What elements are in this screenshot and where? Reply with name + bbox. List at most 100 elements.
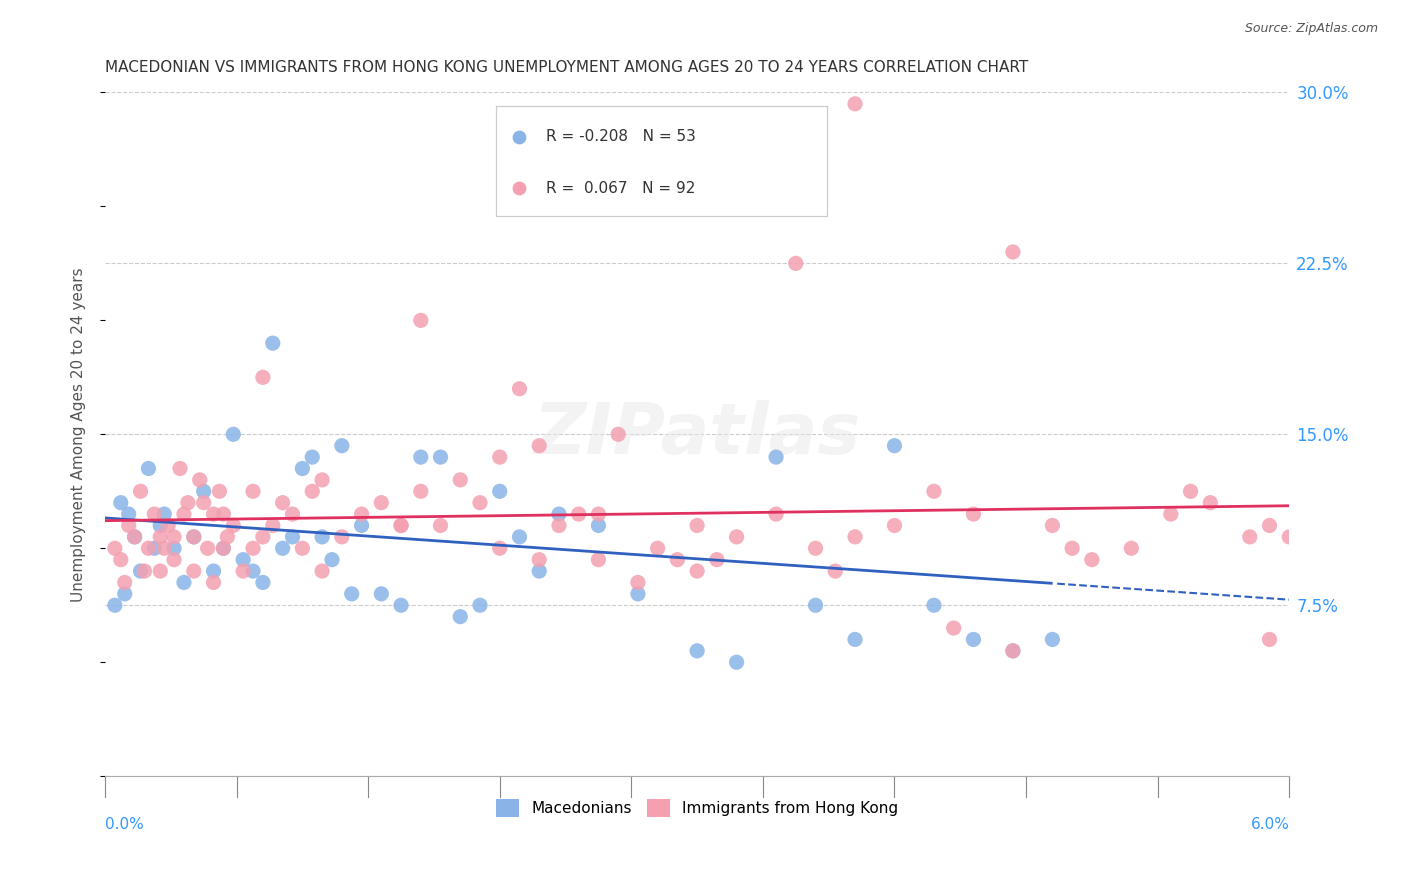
Point — [242, 564, 264, 578]
Point — [208, 484, 231, 499]
Point — [824, 564, 846, 578]
Point — [449, 609, 471, 624]
Point — [301, 450, 323, 464]
Point — [188, 473, 211, 487]
Point — [389, 518, 412, 533]
Point — [193, 484, 215, 499]
Point — [134, 564, 156, 578]
Point — [202, 575, 225, 590]
Point — [183, 564, 205, 578]
Point — [409, 313, 432, 327]
Text: 0.0%: 0.0% — [105, 817, 143, 832]
Point — [1001, 644, 1024, 658]
Point — [1081, 552, 1104, 566]
Point — [686, 644, 709, 658]
Point — [883, 439, 905, 453]
Point — [124, 530, 146, 544]
Point — [922, 599, 945, 613]
Text: 6.0%: 6.0% — [1250, 817, 1289, 832]
Point — [163, 541, 186, 556]
Point — [153, 541, 176, 556]
Point — [409, 484, 432, 499]
Point — [252, 530, 274, 544]
Point — [468, 496, 491, 510]
Point — [922, 484, 945, 499]
Point — [1278, 530, 1301, 544]
Point — [844, 632, 866, 647]
Point — [844, 530, 866, 544]
Point — [647, 199, 669, 213]
Point — [1042, 518, 1064, 533]
Point — [429, 518, 451, 533]
Point — [222, 427, 245, 442]
Text: MACEDONIAN VS IMMIGRANTS FROM HONG KONG UNEMPLOYMENT AMONG AGES 20 TO 24 YEARS C: MACEDONIAN VS IMMIGRANTS FROM HONG KONG … — [105, 60, 1028, 75]
Point — [163, 552, 186, 566]
Point — [962, 632, 984, 647]
Point — [508, 382, 530, 396]
Point — [1062, 541, 1084, 556]
Point — [962, 507, 984, 521]
Point — [114, 587, 136, 601]
Point — [785, 256, 807, 270]
Point — [183, 530, 205, 544]
Point — [725, 530, 748, 544]
Point — [429, 450, 451, 464]
Point — [607, 427, 630, 442]
Point — [222, 518, 245, 533]
Point — [193, 496, 215, 510]
Point — [370, 587, 392, 601]
Point — [252, 370, 274, 384]
Point — [1180, 484, 1202, 499]
Point — [262, 518, 284, 533]
Point — [588, 552, 610, 566]
Point — [330, 439, 353, 453]
Point — [627, 587, 650, 601]
Point — [765, 450, 787, 464]
Point — [389, 518, 412, 533]
Point — [529, 552, 551, 566]
Point — [252, 575, 274, 590]
Point — [725, 655, 748, 669]
Point — [449, 473, 471, 487]
Point — [281, 507, 304, 521]
Point — [370, 496, 392, 510]
Point — [548, 507, 571, 521]
Point — [844, 96, 866, 111]
Point — [242, 484, 264, 499]
Text: Source: ZipAtlas.com: Source: ZipAtlas.com — [1244, 22, 1378, 36]
Text: ZIPatlas: ZIPatlas — [533, 400, 860, 469]
Point — [409, 450, 432, 464]
Point — [508, 530, 530, 544]
Point — [202, 564, 225, 578]
Point — [1001, 244, 1024, 259]
Point — [1199, 496, 1222, 510]
Point — [529, 564, 551, 578]
Point — [942, 621, 965, 635]
Point — [212, 507, 235, 521]
Point — [163, 530, 186, 544]
Point — [350, 518, 373, 533]
Point — [311, 564, 333, 578]
Y-axis label: Unemployment Among Ages 20 to 24 years: Unemployment Among Ages 20 to 24 years — [72, 267, 86, 601]
Point — [149, 564, 172, 578]
Point — [104, 541, 127, 556]
Point — [212, 541, 235, 556]
Point — [311, 530, 333, 544]
Point — [321, 552, 343, 566]
Point — [138, 541, 160, 556]
Point — [1160, 507, 1182, 521]
Point — [212, 541, 235, 556]
Point — [183, 530, 205, 544]
Point — [588, 507, 610, 521]
Point — [129, 484, 152, 499]
Point — [311, 473, 333, 487]
Point — [666, 552, 689, 566]
Point — [804, 599, 827, 613]
Point — [350, 507, 373, 521]
Point — [271, 496, 294, 510]
Point — [389, 599, 412, 613]
Point — [488, 450, 510, 464]
Legend: Macedonians, Immigrants from Hong Kong: Macedonians, Immigrants from Hong Kong — [489, 792, 904, 823]
Point — [588, 518, 610, 533]
Point — [686, 518, 709, 533]
